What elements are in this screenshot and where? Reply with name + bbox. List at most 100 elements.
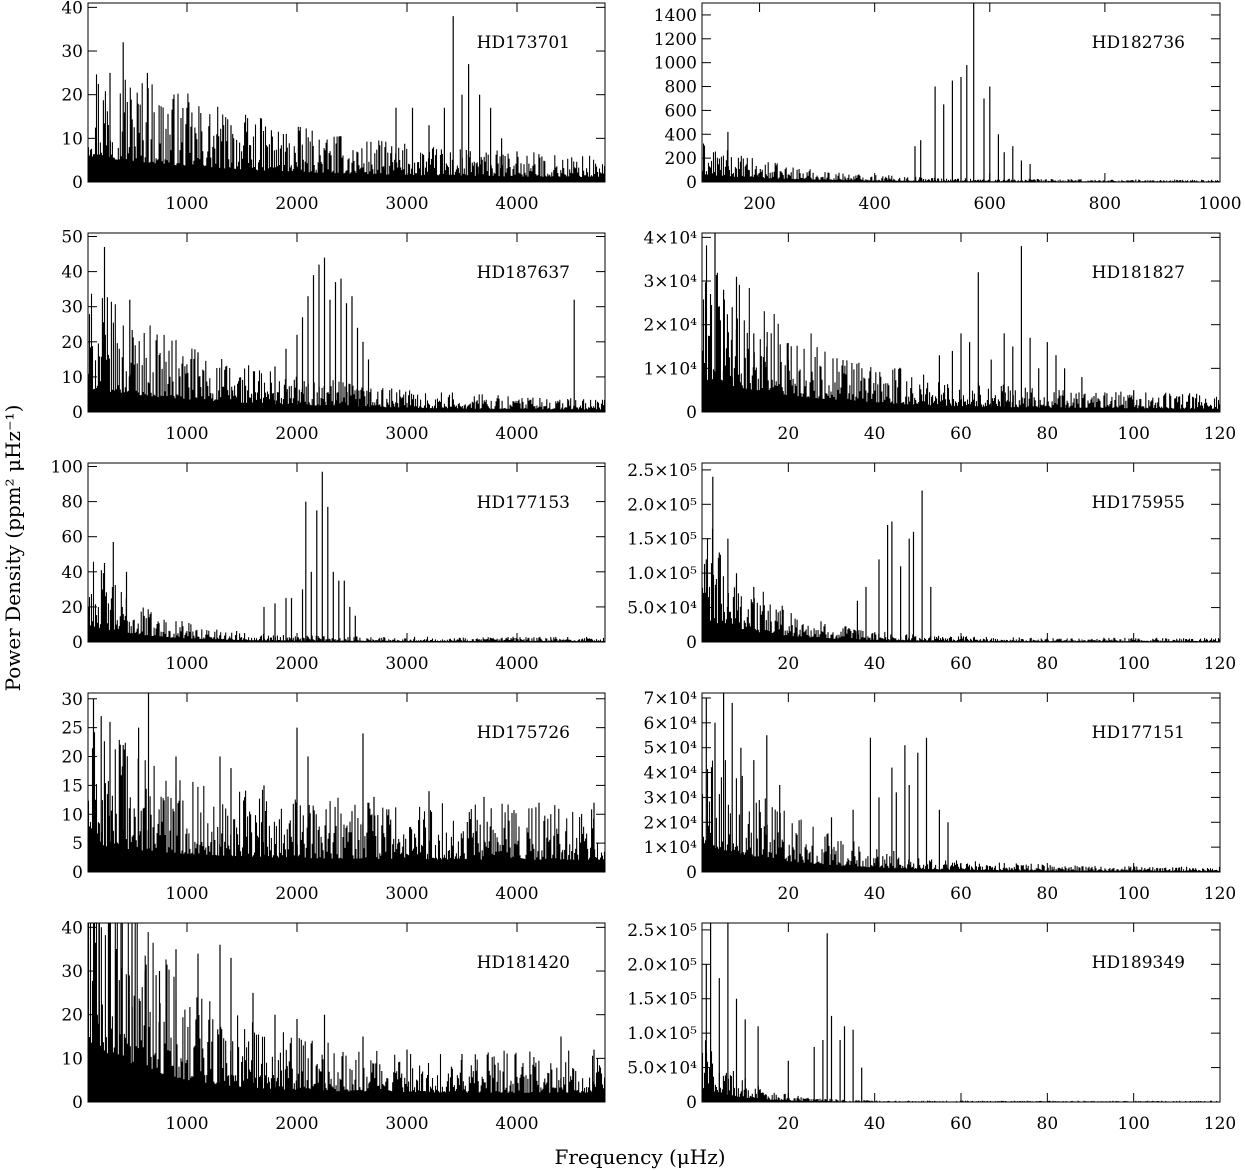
- y-tick-label: 10: [61, 129, 83, 149]
- y-tick-label: 30: [61, 42, 83, 62]
- y-tick-label: 40: [61, 263, 83, 283]
- chart-panel: 1000 2000 3000 4000 0 5 10 15 20 25 30 HD175726: [61, 690, 606, 904]
- y-tick-label: 40: [61, 918, 83, 938]
- x-tick-label: 40: [864, 654, 886, 674]
- y-tick-label: 5×10⁴: [643, 739, 697, 759]
- x-tick-label: 120: [1204, 884, 1236, 904]
- x-tick-label: 60: [950, 654, 972, 674]
- y-tick-label: 0: [72, 403, 83, 423]
- spectrum-noise: [87, 561, 606, 642]
- x-tick-label: 2000: [275, 654, 318, 674]
- y-tick-label: 25: [61, 719, 83, 739]
- y-tick-label: 40: [61, 563, 83, 583]
- plot-frame: [87, 2, 606, 183]
- star-label: HD182736: [1092, 33, 1185, 53]
- chart-panel: 200 400 600 800 1000 0 200 400 600 800 1000 1200 140…: [654, 2, 1242, 214]
- y-tick-label: 0: [72, 1093, 83, 1113]
- y-tick-label: 1×10⁴: [643, 359, 697, 379]
- x-tick-label: 120: [1204, 424, 1236, 444]
- y-tick-label: 5: [72, 834, 83, 854]
- x-tick-label: 100: [1117, 1114, 1149, 1134]
- y-tick-label: 100: [51, 458, 83, 478]
- y-tick-label: 0: [686, 173, 697, 193]
- y-tick-label: 1000: [654, 54, 697, 74]
- x-tick-label: 120: [1204, 654, 1236, 674]
- x-tick-label: 4000: [495, 194, 538, 214]
- chart-panel: 20 40 60 80 100 120 0 1×10⁴ 2×10⁴ 3×10⁴ 4×10⁴ HD181…: [643, 228, 1236, 444]
- y-tick-label: 30: [61, 690, 83, 710]
- x-tick-label: 80: [1037, 884, 1059, 904]
- y-tick-label: 2.5×10⁵: [627, 461, 697, 481]
- x-tick-label: 40: [864, 1114, 886, 1134]
- x-tick-label: 3000: [385, 424, 428, 444]
- y-tick-label: 0: [72, 633, 83, 653]
- x-tick-label: 80: [1037, 654, 1059, 674]
- y-tick-label: 200: [665, 149, 697, 169]
- x-tick-label: 120: [1204, 1114, 1236, 1134]
- star-label: HD181827: [1092, 263, 1185, 283]
- y-tick-label: 1200: [654, 30, 697, 50]
- y-tick-label: 0: [686, 633, 697, 653]
- y-tick-label: 400: [665, 125, 697, 145]
- x-tick-label: 60: [950, 1114, 972, 1134]
- x-tick-label: 4000: [495, 654, 538, 674]
- chart-panel: 20 40 60 80 100 120 0 5.0×10⁴ 1.0×10⁵ 1.5×10⁵ 2.0×…: [627, 921, 1236, 1134]
- x-tick-label: 2000: [275, 1114, 318, 1134]
- y-tick-label: 3×10⁴: [643, 272, 697, 292]
- y-tick-label: 1.5×10⁵: [627, 990, 697, 1010]
- spectrum-noise: [701, 1040, 1221, 1102]
- x-tick-label: 80: [1037, 424, 1059, 444]
- star-label: HD177151: [1092, 723, 1185, 743]
- chart-panel: 1000 2000 3000 4000 0 10 20 30 40 50 HD187637: [61, 228, 606, 444]
- x-tick-label: 20: [778, 654, 800, 674]
- x-tick-label: 1000: [165, 194, 208, 214]
- y-tick-label: 2.0×10⁵: [627, 955, 697, 975]
- x-tick-label: 4000: [495, 424, 538, 444]
- y-tick-label: 800: [665, 78, 697, 98]
- chart-panel: 20 40 60 80 100 120 0 5.0×10⁴ 1.0×10⁵ 1.5×10⁵ 2.0×…: [627, 461, 1236, 674]
- x-tick-label: 1000: [1198, 194, 1241, 214]
- y-tick-label: 20: [61, 1006, 83, 1026]
- x-tick-label: 60: [950, 884, 972, 904]
- figure-ylabel: Power Density (ppm² μHz⁻¹): [1, 405, 25, 692]
- y-tick-label: 30: [61, 298, 83, 318]
- chart-panel: 1000 2000 3000 4000 0 10 20 30 40 HD181420: [61, 918, 606, 1134]
- y-tick-label: 20: [61, 598, 83, 618]
- y-tick-label: 1400: [654, 6, 697, 26]
- y-tick-label: 20: [61, 333, 83, 353]
- x-tick-label: 1000: [165, 1114, 208, 1134]
- y-tick-label: 7×10⁴: [643, 689, 697, 709]
- plot-frame: [87, 692, 606, 873]
- y-tick-label: 0: [72, 863, 83, 883]
- plot-frame: [87, 922, 606, 1103]
- y-tick-label: 1.0×10⁵: [627, 564, 697, 584]
- y-tick-label: 0: [686, 403, 697, 423]
- x-tick-label: 3000: [385, 884, 428, 904]
- x-tick-label: 100: [1117, 424, 1149, 444]
- chart-panel: 1000 2000 3000 4000 0 10 20 30 40 HD173701: [61, 0, 606, 214]
- x-tick-label: 40: [864, 424, 886, 444]
- y-tick-label: 3×10⁴: [643, 788, 697, 808]
- star-label: HD187637: [477, 263, 570, 283]
- x-tick-label: 2000: [275, 424, 318, 444]
- y-tick-label: 80: [61, 493, 83, 513]
- x-tick-label: 20: [778, 1114, 800, 1134]
- y-tick-label: 50: [61, 228, 83, 248]
- x-tick-label: 1000: [165, 654, 208, 674]
- y-tick-label: 2.5×10⁵: [627, 921, 697, 941]
- y-tick-label: 0: [686, 863, 697, 883]
- x-tick-label: 60: [950, 424, 972, 444]
- y-tick-label: 0: [686, 1093, 697, 1113]
- x-tick-label: 400: [858, 194, 890, 214]
- x-tick-label: 4000: [495, 884, 538, 904]
- y-tick-label: 10: [61, 1049, 83, 1069]
- y-tick-label: 30: [61, 962, 83, 982]
- star-label: HD189349: [1092, 953, 1185, 973]
- y-tick-label: 10: [61, 368, 83, 388]
- x-tick-label: 100: [1117, 654, 1149, 674]
- x-tick-label: 800: [1089, 194, 1121, 214]
- spectrum-noise: [87, 74, 606, 182]
- star-label: HD173701: [477, 33, 570, 53]
